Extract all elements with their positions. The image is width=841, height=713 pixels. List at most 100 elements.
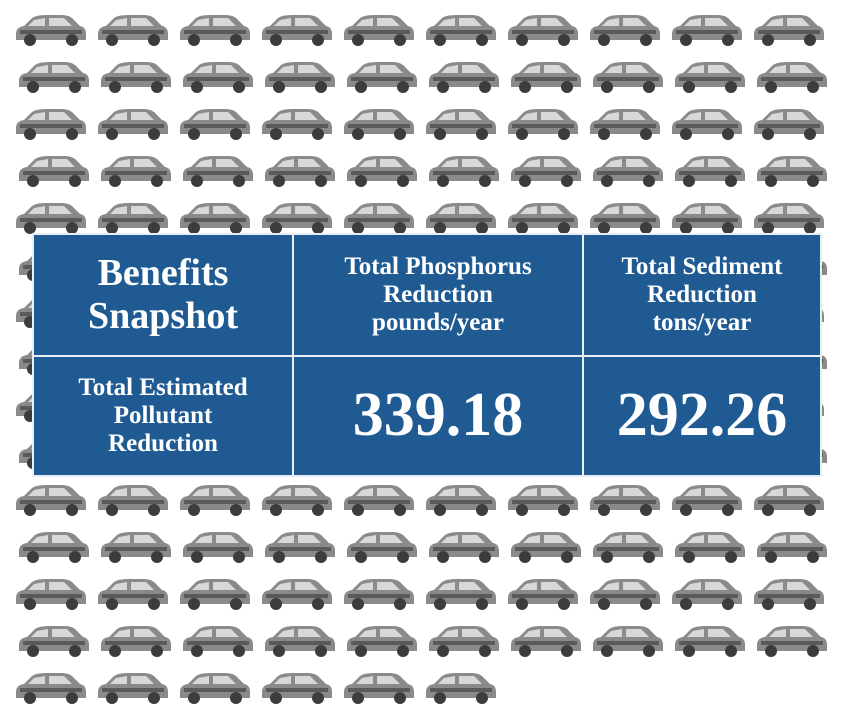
row-label-line: Total Estimated (78, 374, 248, 401)
car-icon (101, 626, 171, 657)
car-icon (344, 203, 414, 234)
car-icon (675, 156, 745, 187)
car-icon (508, 485, 578, 516)
row-label-line: Reduction (108, 430, 218, 457)
car-icon (672, 579, 742, 610)
car-icon (754, 579, 824, 610)
car-icon (16, 203, 86, 234)
value-cell: 292.26 (582, 355, 822, 477)
car-icon (183, 626, 253, 657)
car-icon (757, 156, 827, 187)
car-icon (593, 62, 663, 93)
car-icon (590, 203, 660, 234)
car-icon (508, 15, 578, 46)
car-icon (16, 579, 86, 610)
header-line: Benefits (97, 252, 229, 295)
car-icon (344, 673, 414, 704)
car-icon (262, 485, 332, 516)
car-icon (429, 156, 499, 187)
car-icon (265, 62, 335, 93)
car-icon (429, 626, 499, 657)
header-cell: Benefits Snapshot (32, 233, 294, 357)
car-icon (101, 156, 171, 187)
car-icon (16, 109, 86, 140)
car-icon (675, 532, 745, 563)
car-icon (344, 15, 414, 46)
car-icon (16, 485, 86, 516)
car-icon (98, 485, 168, 516)
car-icon (347, 62, 417, 93)
car-icon (593, 156, 663, 187)
benefits-table: Benefits Snapshot Total Phosphorus Reducti… (32, 233, 822, 477)
car-icon (98, 203, 168, 234)
car-icon (262, 15, 332, 46)
car-icon (426, 203, 496, 234)
car-icon (511, 532, 581, 563)
car-icon (344, 485, 414, 516)
car-icon (180, 203, 250, 234)
car-icon (426, 109, 496, 140)
car-icon (590, 485, 660, 516)
car-icon (675, 626, 745, 657)
car-icon (593, 532, 663, 563)
car-icon (754, 15, 824, 46)
car-icon (262, 579, 332, 610)
car-icon (347, 626, 417, 657)
car-icon (754, 485, 824, 516)
car-icon (429, 532, 499, 563)
car-icon (98, 579, 168, 610)
car-icon (98, 109, 168, 140)
car-icon (19, 62, 89, 93)
car-icon (262, 673, 332, 704)
car-icon (672, 15, 742, 46)
car-icon (508, 203, 578, 234)
car-icon (675, 62, 745, 93)
car-icon (16, 673, 86, 704)
car-icon (262, 109, 332, 140)
car-icon (672, 109, 742, 140)
car-icon (757, 532, 827, 563)
row-label-line: Pollutant (113, 402, 213, 429)
car-icon (426, 485, 496, 516)
car-icon (265, 626, 335, 657)
header-line: tons/year (652, 309, 752, 336)
car-icon (754, 109, 824, 140)
car-icon (344, 109, 414, 140)
car-icon (672, 485, 742, 516)
car-icon (511, 156, 581, 187)
car-icon (180, 109, 250, 140)
car-icon (590, 109, 660, 140)
car-icon (180, 673, 250, 704)
header-line: Reduction (383, 281, 493, 308)
car-icon (19, 156, 89, 187)
car-icon (98, 15, 168, 46)
car-icon (180, 579, 250, 610)
car-icon (101, 532, 171, 563)
header-line: Total Sediment (621, 253, 783, 280)
car-icon (180, 15, 250, 46)
car-icon (590, 579, 660, 610)
car-icon (183, 62, 253, 93)
header-line: Total Phosphorus (344, 253, 532, 280)
header-line: Reduction (647, 281, 757, 308)
car-icon (101, 62, 171, 93)
header-cell: Total Phosphorus Reduction pounds/year (292, 233, 584, 357)
car-icon (16, 15, 86, 46)
car-icon (672, 203, 742, 234)
car-icon (19, 532, 89, 563)
car-icon (508, 109, 578, 140)
car-icon (265, 532, 335, 563)
car-icon (426, 15, 496, 46)
row-label: Total Estimated Pollutant Reduction (32, 355, 294, 477)
car-icon (508, 579, 578, 610)
header-line: Snapshot (88, 295, 238, 337)
car-icon (757, 62, 827, 93)
car-icon (511, 62, 581, 93)
car-icon (757, 626, 827, 657)
car-icon (590, 15, 660, 46)
car-icon (180, 485, 250, 516)
value-cell: 339.18 (292, 355, 584, 477)
car-icon (19, 626, 89, 657)
car-icon (426, 579, 496, 610)
